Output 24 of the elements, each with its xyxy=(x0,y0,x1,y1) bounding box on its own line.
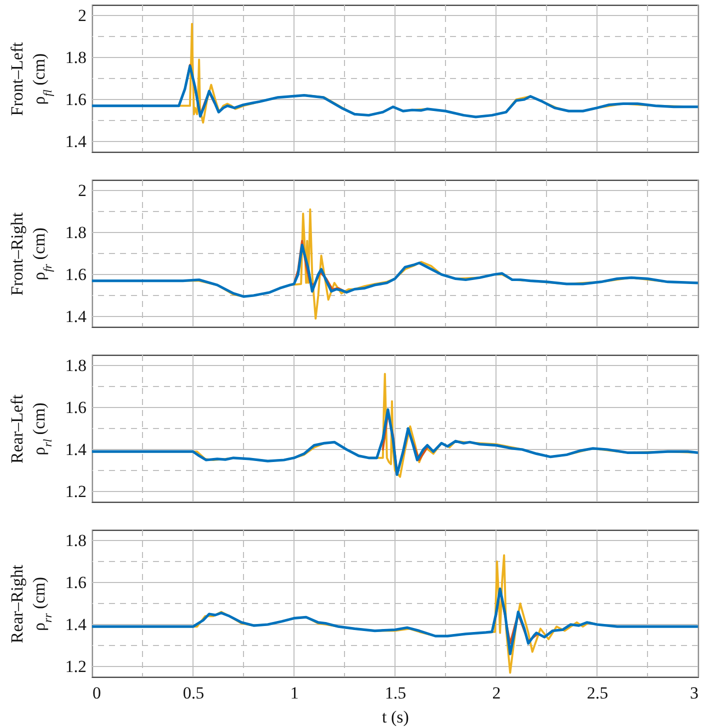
x-tick-label: 1.5 xyxy=(384,684,406,702)
y-tick-label: 1.4 xyxy=(65,440,87,459)
y-tick-label: 1.8 xyxy=(65,356,86,375)
y-tick-label: 1.6 xyxy=(65,265,86,284)
y-tick-label: 1.4 xyxy=(65,132,87,151)
y-tick-label: 1.8 xyxy=(65,531,86,550)
y-tick-label: 1.4 xyxy=(65,307,87,326)
y-tick-label: 2 xyxy=(78,6,86,25)
x-axis-title: t (s) xyxy=(382,708,409,726)
y-tick-label: 1.8 xyxy=(65,223,86,242)
x-tick-label: 3 xyxy=(690,684,698,702)
x-tick-label: 1 xyxy=(290,684,299,702)
y-tick-label: 1.2 xyxy=(65,482,86,501)
y-tick-label: 1.4 xyxy=(65,615,87,634)
y-tick-label: 1.2 xyxy=(65,657,86,676)
x-tick-label: 2 xyxy=(492,684,501,702)
x-tick-label: 0.5 xyxy=(182,684,204,702)
x-tick-label: 0 xyxy=(92,684,101,702)
y-tick-label: 1.8 xyxy=(65,48,86,67)
y-tick-label: 2 xyxy=(78,181,86,200)
x-tick-label: 2.5 xyxy=(586,684,608,702)
y-tick-label: 1.6 xyxy=(65,90,86,109)
y-tick-label: 1.6 xyxy=(65,573,86,592)
y-tick-label: 1.6 xyxy=(65,398,86,417)
